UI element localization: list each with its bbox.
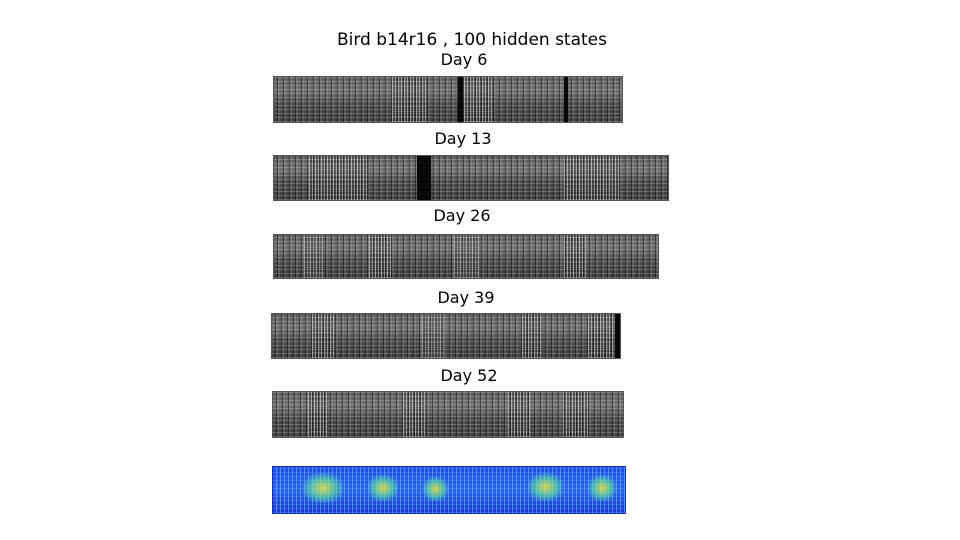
syllable-band	[308, 392, 328, 437]
energy-region	[303, 473, 343, 503]
energy-region	[588, 475, 616, 501]
panel-label-day-6: Day 6	[440, 50, 488, 69]
syllable-band	[522, 314, 542, 358]
figure-title: Bird b14r16 , 100 hidden states	[336, 30, 608, 50]
original-spectrogram	[272, 466, 626, 514]
silence-gap	[417, 156, 431, 200]
syllable-band	[392, 77, 427, 122]
silence-gap	[564, 77, 568, 122]
syllable-band	[588, 314, 614, 358]
syllable-band	[564, 235, 586, 278]
energy-region	[423, 477, 448, 501]
syllable-band	[422, 314, 444, 358]
silence-gap	[615, 314, 620, 358]
energy-region	[528, 473, 563, 501]
spectrogram-day-39	[271, 313, 621, 359]
panel-label-day-13: Day 13	[434, 129, 492, 148]
energy-region	[368, 475, 398, 501]
spectrogram-day-13	[273, 155, 669, 201]
panel-label-day-26: Day 26	[433, 206, 491, 225]
syllable-band	[309, 156, 369, 200]
syllable-band	[312, 314, 334, 358]
syllable-band	[564, 156, 619, 200]
syllable-band	[304, 235, 324, 278]
silence-gap	[458, 77, 463, 122]
spectrogram-day-52	[272, 391, 624, 438]
syllable-band	[454, 235, 479, 278]
panel-label-day-39: Day 39	[437, 288, 495, 307]
spectrogram-day-6	[273, 76, 623, 123]
syllable-band	[508, 392, 530, 437]
syllable-band	[369, 235, 391, 278]
syllable-band	[464, 77, 494, 122]
syllable-band	[563, 392, 588, 437]
spectrogram-day-26	[273, 234, 659, 279]
panel-label-day-52: Day 52	[440, 366, 498, 385]
syllable-band	[403, 392, 425, 437]
